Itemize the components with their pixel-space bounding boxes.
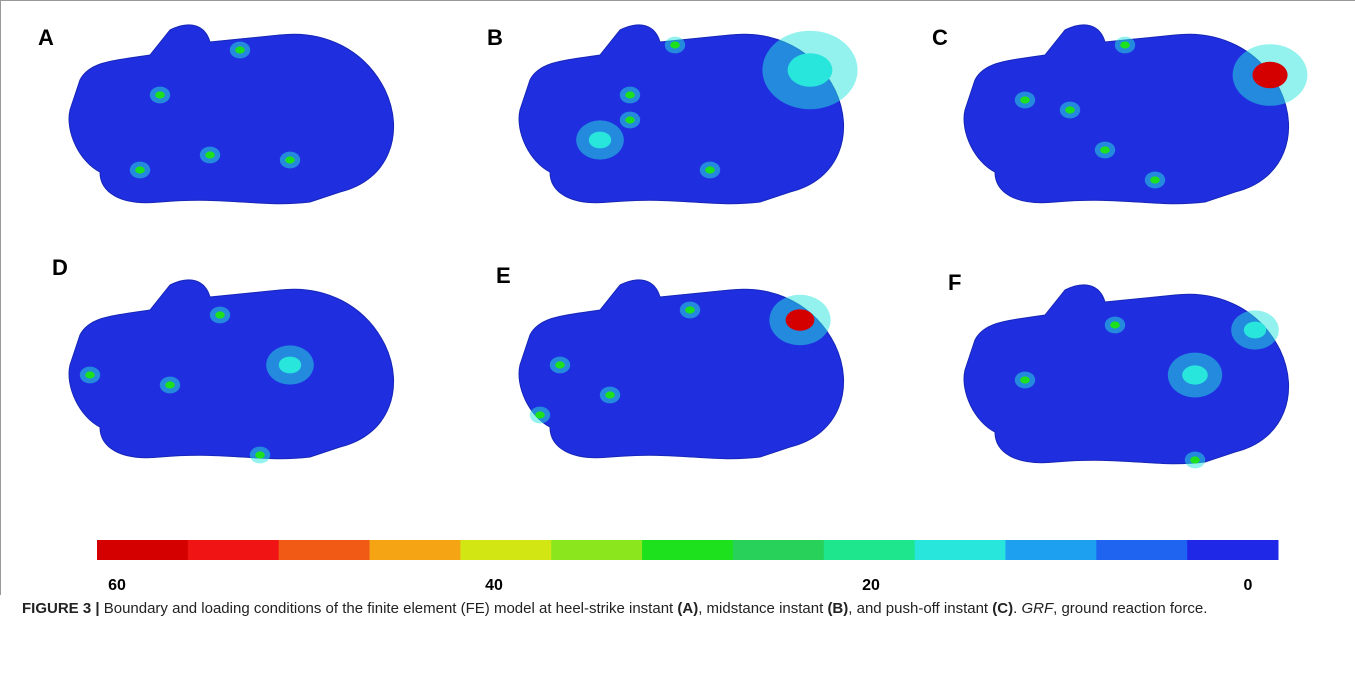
colorbar-segment (914, 540, 1006, 560)
caption-text: . (1013, 600, 1022, 617)
stress-spot (235, 46, 245, 54)
colorbar-segment (278, 540, 371, 560)
stress-spot (1182, 365, 1208, 385)
panel-label: B (487, 25, 503, 50)
stress-spot (85, 371, 95, 379)
stress-spot (215, 311, 225, 319)
panel-label: C (932, 25, 948, 50)
colorbar-segment (1096, 540, 1188, 560)
stress-spot (165, 381, 175, 389)
caption-text: FIGURE 3 | (22, 600, 104, 617)
colorbar-segment (823, 540, 916, 560)
caption-text: (A) (677, 600, 699, 617)
stress-spot (255, 451, 265, 459)
fe-model (68, 279, 395, 464)
stress-spot (605, 391, 615, 399)
stress-spot (1243, 321, 1267, 339)
caption-text: , ground reaction force. (1053, 600, 1208, 617)
stress-spot (1065, 106, 1075, 114)
fe-model (518, 24, 858, 205)
stress-spot (155, 91, 165, 99)
stress-spot (670, 41, 680, 49)
caption: FIGURE 3 | Boundary and loading conditio… (22, 598, 1332, 620)
colorbar-segment (187, 540, 280, 560)
stress-spot (535, 411, 545, 419)
panel-label: E (496, 263, 511, 288)
stress-spot (1020, 96, 1030, 104)
stress-spot (705, 166, 715, 174)
stress-spot (1020, 376, 1030, 384)
colorbar-tick-label: 60 (108, 577, 126, 594)
bone (963, 284, 1290, 465)
caption-text: (B) (827, 600, 849, 617)
colorbar-tick-label: 40 (485, 577, 503, 594)
panel-label: A (38, 25, 54, 50)
colorbar-tick-label: 0 (1244, 577, 1253, 594)
colorbar-segment (1187, 540, 1279, 560)
colorbar-segment (1005, 540, 1097, 560)
fe-model (963, 284, 1290, 469)
stress-spot (1190, 456, 1200, 464)
fe-model (68, 24, 395, 205)
stress-spot (785, 309, 815, 331)
bone (68, 279, 395, 460)
stress-spot (1100, 146, 1110, 154)
fe-model (963, 24, 1308, 205)
colorbar-tick-label: 20 (862, 577, 880, 594)
fe-model (518, 279, 845, 460)
stress-spot (555, 361, 565, 369)
colorbar-segment (732, 540, 825, 560)
colorbar-segment (642, 540, 734, 560)
caption-text: , and push-off instant (848, 600, 993, 617)
stress-spot (278, 356, 302, 374)
caption-text: Boundary and loading conditions of the f… (103, 600, 678, 617)
panel-label: F (948, 270, 961, 295)
stress-spot (685, 306, 695, 314)
colorbar-segment (460, 540, 552, 560)
stress-spot (787, 53, 833, 87)
stress-spot (588, 131, 612, 149)
colorbar-segment (369, 540, 461, 560)
stress-spot (205, 151, 215, 159)
stress-spot (1252, 61, 1288, 89)
stress-spot (1110, 321, 1120, 329)
stress-spot (1120, 41, 1130, 49)
stress-spot (1150, 176, 1160, 184)
caption-text: (C) (992, 600, 1014, 617)
figure-image: A B C D E F 60 40 20 0 (0, 0, 1355, 595)
stress-spot (625, 91, 635, 99)
panel-label: D (52, 255, 68, 280)
stress-spot (285, 156, 295, 164)
caption-text: , midstance instant (698, 600, 828, 617)
colorbar-segment (97, 540, 189, 560)
colorbar-segment (551, 540, 643, 560)
caption-text: GRF (1021, 600, 1054, 617)
stress-spot (625, 116, 635, 124)
stress-spot (135, 166, 145, 174)
